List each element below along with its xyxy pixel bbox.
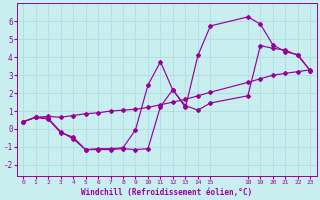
X-axis label: Windchill (Refroidissement éolien,°C): Windchill (Refroidissement éolien,°C): [81, 188, 252, 197]
